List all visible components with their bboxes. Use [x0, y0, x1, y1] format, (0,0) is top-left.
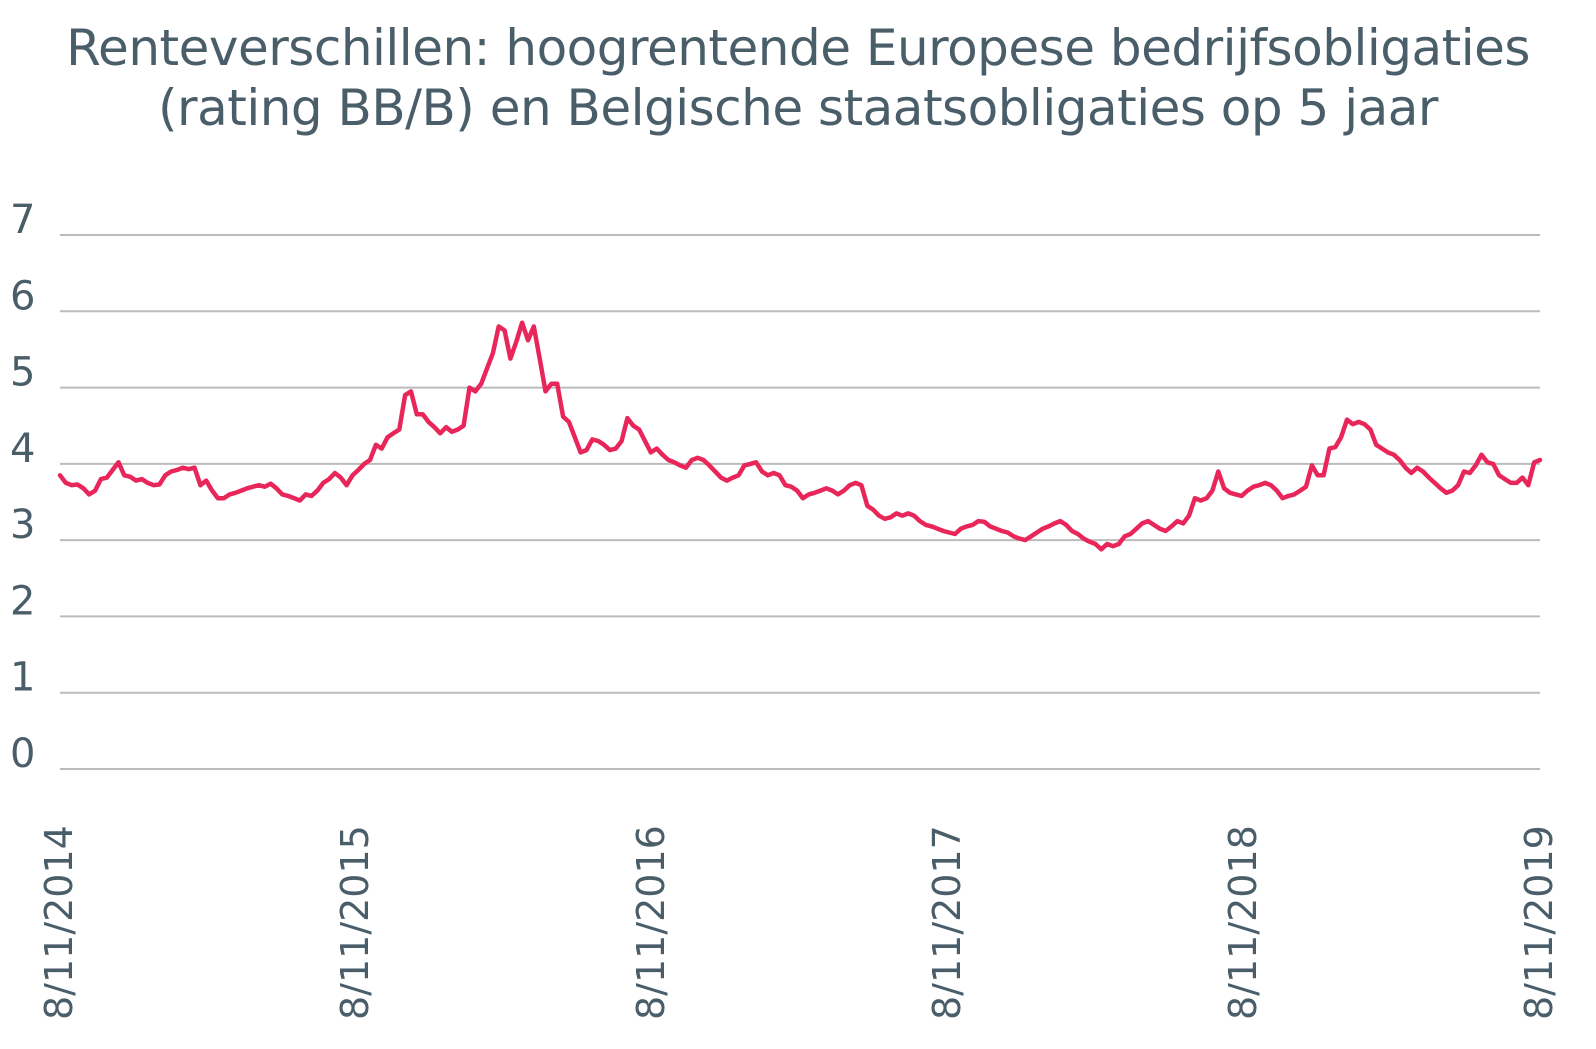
x-tick-label: 8/11/2018 — [1221, 825, 1265, 1020]
y-tick-label: 0 — [10, 731, 35, 777]
chart-title-line-1: Renteverschillen: hoogrentende Europese … — [66, 19, 1530, 77]
x-tick-label: 8/11/2017 — [925, 825, 969, 1020]
chart-title: Renteverschillen: hoogrentende Europese … — [0, 18, 1596, 138]
y-tick-label: 3 — [10, 502, 35, 548]
series-line-0 — [57, 320, 1543, 552]
x-tick-label: 8/11/2014 — [37, 825, 81, 1020]
y-tick-label: 7 — [10, 197, 35, 243]
series-group — [57, 320, 1543, 552]
y-tick-label: 6 — [10, 273, 35, 319]
y-tick-label: 1 — [10, 655, 35, 701]
y-tick-label: 5 — [10, 350, 35, 396]
chart-title-line-2: (rating BB/B) en Belgische staatsobligat… — [158, 79, 1438, 137]
y-tick-label: 4 — [10, 426, 35, 472]
y-tick-label: 2 — [10, 578, 35, 624]
y-axis-tick-labels: 0 1 2 3 4 5 6 7 — [10, 197, 35, 777]
gridlines — [60, 234, 1540, 770]
x-axis-tick-labels: 8/11/2014 8/11/2015 8/11/2016 8/11/2017 8/11… — [37, 825, 1561, 1020]
x-tick-label: 8/11/2015 — [333, 825, 377, 1020]
x-tick-label: 8/11/2016 — [629, 825, 673, 1020]
x-tick-label: 8/11/2019 — [1517, 825, 1561, 1020]
